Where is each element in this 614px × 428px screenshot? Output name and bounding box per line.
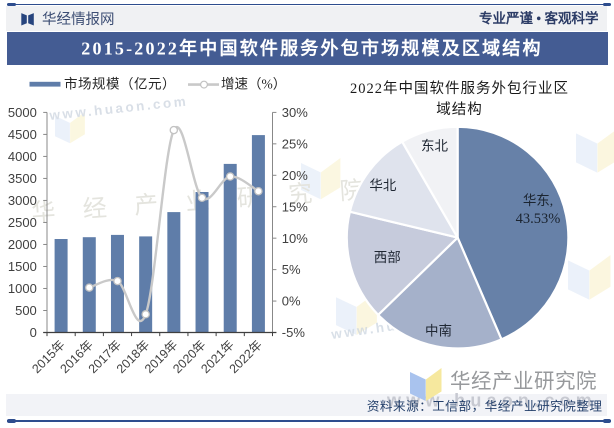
svg-text:域结构: 域结构 <box>436 101 483 118</box>
svg-text:1500: 1500 <box>8 259 37 274</box>
svg-text:20%: 20% <box>282 168 308 183</box>
svg-text:中南: 中南 <box>425 324 452 339</box>
svg-text:www.huaon.com: www.huaon.com <box>386 391 597 411</box>
svg-text:15%: 15% <box>282 199 308 214</box>
svg-text:西部: 西部 <box>374 250 401 265</box>
svg-text:10%: 10% <box>282 231 308 246</box>
svg-text:1000: 1000 <box>8 281 37 296</box>
svg-text:43.53%: 43.53% <box>516 211 561 227</box>
svg-text:资料来源：工信部，华经产业研究院整理: 资料来源：工信部，华经产业研究院整理 <box>367 400 603 414</box>
svg-text:华东,: 华东, <box>523 193 553 208</box>
svg-text:华经产业研究院: 华经产业研究院 <box>450 370 597 393</box>
svg-text:东北: 东北 <box>421 138 448 153</box>
svg-text:5%: 5% <box>282 262 301 277</box>
svg-text:0%: 0% <box>282 294 301 309</box>
svg-text:2015-2022年中国软件服务外包市场规模及区域结构: 2015-2022年中国软件服务外包市场规模及区域结构 <box>81 38 542 59</box>
svg-text:华经情报网: 华经情报网 <box>42 11 115 28</box>
svg-text:5000: 5000 <box>8 105 37 120</box>
svg-text:2500: 2500 <box>8 215 37 230</box>
svg-text:-5%: -5% <box>282 325 306 340</box>
svg-text:0: 0 <box>30 325 37 340</box>
svg-text:3500: 3500 <box>8 171 37 186</box>
svg-text:500: 500 <box>15 303 37 318</box>
svg-text:专业严谨 • 客观科学: 专业严谨 • 客观科学 <box>479 10 599 26</box>
svg-text:2022年中国软件服务外包行业区: 2022年中国软件服务外包行业区 <box>350 80 569 97</box>
svg-text:2000: 2000 <box>8 237 37 252</box>
svg-text:30%: 30% <box>282 105 308 120</box>
svg-text:4500: 4500 <box>8 127 37 142</box>
svg-text:华北: 华北 <box>369 178 396 193</box>
svg-text:增速（%）: 增速（%） <box>221 77 286 92</box>
svg-text:4000: 4000 <box>8 149 37 164</box>
svg-text:25%: 25% <box>282 136 308 151</box>
svg-text:3000: 3000 <box>8 193 37 208</box>
svg-text:市场规模（亿元）: 市场规模（亿元） <box>64 76 176 92</box>
